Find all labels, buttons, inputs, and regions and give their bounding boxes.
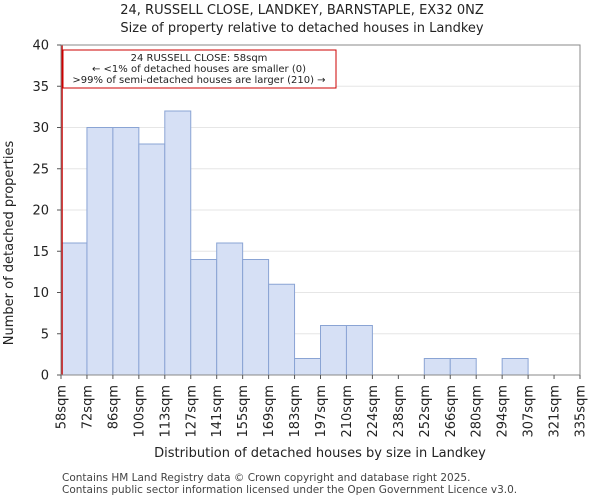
chart-title-line-2: Size of property relative to detached ho…: [120, 21, 484, 36]
bar-155sqm: [242, 259, 270, 376]
y-axis-label: Number of detached properties: [2, 141, 17, 346]
bar-266sqm: [449, 358, 477, 376]
bar-252sqm: [423, 358, 451, 376]
x-tick-label-280sqm: 280sqm: [470, 385, 485, 438]
y-tick-label-25: 25: [32, 162, 49, 177]
x-tick-label-210sqm: 210sqm: [340, 385, 355, 438]
x-tick-label-224sqm: 224sqm: [366, 385, 381, 438]
annotation-frame: [62, 49, 337, 89]
y-tick-label-20: 20: [32, 204, 49, 219]
bar-58sqm: [60, 242, 88, 376]
bar-169sqm: [268, 283, 296, 376]
chart-title-line-1: 24, RUSSELL CLOSE, LANDKEY, BARNSTAPLE, …: [120, 3, 484, 18]
x-ticks: 58sqm 72sqm 86sqm 100sqm 113sqm 127sqm 141sqm 1…: [55, 375, 589, 438]
y-ticks: 0 5 10 15 20 25 30 35 40: [32, 39, 61, 384]
x-tick-label-155sqm: 155sqm: [236, 385, 251, 438]
x-tick-label-335sqm: 335sqm: [574, 385, 589, 438]
bar-86sqm: [112, 127, 140, 376]
bar-210sqm: [345, 325, 373, 376]
x-tick-label-252sqm: 252sqm: [418, 385, 433, 438]
x-tick-label-141sqm: 141sqm: [210, 385, 225, 438]
y-tick-label-40: 40: [32, 39, 49, 54]
x-tick-label-127sqm: 127sqm: [184, 385, 199, 438]
annotation-box: 24 RUSSELL CLOSE: 58sqm ← <1% of detache…: [62, 49, 337, 89]
x-tick-label-100sqm: 100sqm: [132, 385, 147, 438]
x-tick-label-266sqm: 266sqm: [444, 385, 459, 438]
bar-183sqm: [294, 358, 321, 376]
bar-294sqm: [501, 358, 529, 376]
x-tick-label-183sqm: 183sqm: [288, 385, 303, 438]
x-tick-label-113sqm: 113sqm: [158, 385, 173, 438]
x-tick-label-86sqm: 86sqm: [106, 385, 121, 429]
y-tick-label-15: 15: [32, 245, 49, 260]
bar-72sqm: [86, 127, 114, 376]
footer-line-1: Contains HM Land Registry data © Crown c…: [62, 472, 470, 484]
bar-197sqm: [320, 325, 347, 376]
footer-line-2: Contains public sector information licen…: [62, 484, 517, 496]
annotation-line-1: 24 RUSSELL CLOSE: 58sqm: [131, 53, 268, 64]
bar-127sqm: [190, 259, 218, 376]
bar-113sqm: [164, 110, 192, 376]
bar-141sqm: [216, 242, 244, 376]
y-tick-label-30: 30: [32, 121, 49, 136]
y-tick-label-0: 0: [41, 369, 49, 384]
x-tick-label-197sqm: 197sqm: [314, 385, 329, 438]
annotation-line-2: ← <1% of detached houses are smaller (0): [92, 64, 306, 75]
x-tick-label-238sqm: 238sqm: [392, 385, 407, 438]
x-tick-label-294sqm: 294sqm: [496, 385, 511, 438]
y-tick-label-35: 35: [32, 80, 49, 95]
annotation-line-3: >99% of semi-detached houses are larger …: [72, 75, 325, 86]
x-tick-label-321sqm: 321sqm: [548, 385, 563, 438]
bars: [60, 110, 529, 376]
y-tick-label-10: 10: [32, 286, 49, 301]
y-tick-label-5: 5: [41, 327, 49, 342]
x-tick-label-169sqm: 169sqm: [262, 385, 277, 438]
x-tick-label-72sqm: 72sqm: [80, 385, 95, 429]
x-tick-label-58sqm: 58sqm: [55, 385, 70, 429]
bar-100sqm: [138, 143, 166, 376]
x-tick-label-307sqm: 307sqm: [522, 385, 537, 438]
x-axis-label: Distribution of detached houses by size …: [154, 446, 486, 461]
